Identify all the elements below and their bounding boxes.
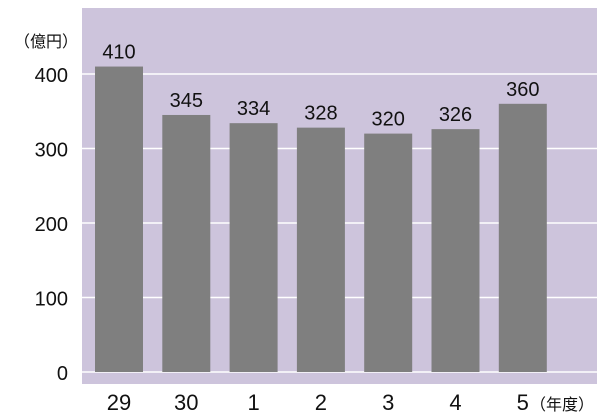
bar-3 — [364, 133, 413, 372]
y-tick-400: 400 — [35, 65, 68, 87]
y-tick-0: 0 — [57, 363, 68, 385]
data-label-1: 334 — [237, 98, 270, 120]
data-label-4: 326 — [439, 104, 472, 126]
x-tick-4: 4 — [449, 390, 461, 415]
x-tick-2: 2 — [315, 390, 327, 415]
x-tick-5: 5 — [517, 390, 529, 415]
bar-1 — [229, 123, 278, 372]
bar-5 — [498, 103, 547, 373]
y-tick-100: 100 — [35, 289, 68, 311]
y-tick-labels: 0 100 200 300 400 — [35, 65, 68, 385]
x-tick-1: 1 — [247, 390, 259, 415]
bar-30 — [162, 114, 211, 372]
data-label-30: 345 — [170, 90, 203, 112]
x-tick-3: 3 — [382, 390, 394, 415]
y-tick-200: 200 — [35, 214, 68, 236]
y-tick-300: 300 — [35, 140, 68, 162]
data-label-2: 328 — [304, 103, 337, 125]
data-label-3: 320 — [372, 109, 405, 131]
x-tick-labels: 29 30 1 2 3 4 5 — [107, 390, 529, 415]
data-label-29: 410 — [102, 42, 135, 64]
data-labels: 410 345 334 328 320 326 360 — [102, 42, 539, 131]
y-unit-label: （億円） — [14, 32, 78, 51]
bars — [95, 66, 547, 373]
x-unit-label: （年度） — [530, 395, 594, 414]
data-label-5: 360 — [506, 79, 539, 101]
x-tick-29: 29 — [107, 390, 131, 415]
bar-29 — [95, 66, 143, 373]
bar-2 — [296, 127, 345, 372]
bar-4 — [431, 129, 480, 372]
x-tick-30: 30 — [174, 390, 198, 415]
